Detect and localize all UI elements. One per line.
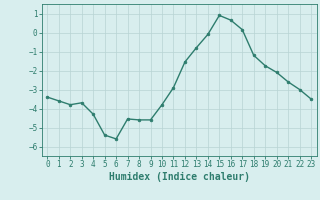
X-axis label: Humidex (Indice chaleur): Humidex (Indice chaleur) [109,172,250,182]
